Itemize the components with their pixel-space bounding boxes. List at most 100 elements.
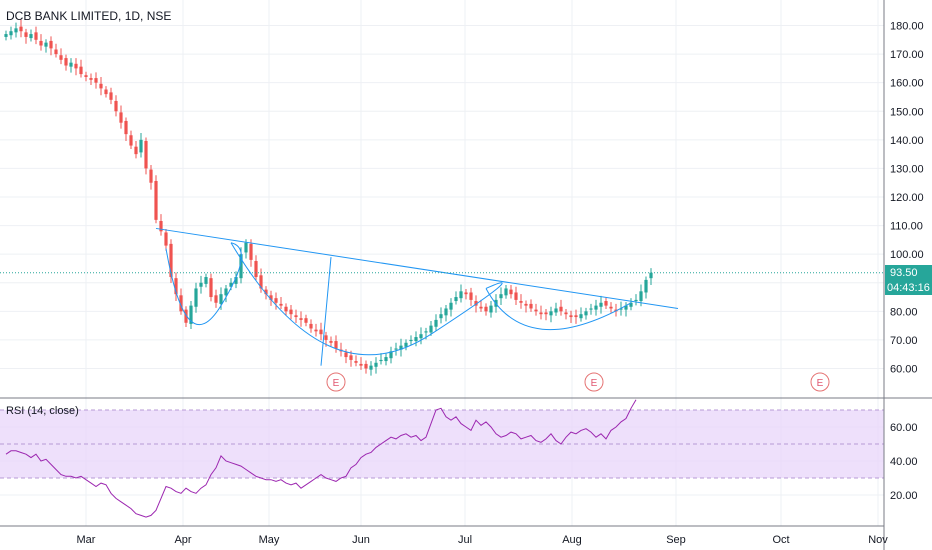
candle bbox=[234, 271, 238, 289]
candle bbox=[609, 302, 613, 313]
candle bbox=[629, 298, 633, 311]
candle bbox=[34, 26, 38, 45]
candle bbox=[579, 307, 583, 322]
earnings-marker[interactable]: E bbox=[584, 372, 604, 392]
candle bbox=[64, 54, 68, 71]
candle bbox=[634, 294, 638, 306]
candle bbox=[544, 309, 548, 321]
candle bbox=[409, 335, 413, 346]
candle bbox=[59, 48, 63, 65]
candle bbox=[119, 105, 123, 129]
candle bbox=[534, 303, 538, 316]
price-tag-value: 93.50 bbox=[890, 267, 918, 279]
candle bbox=[454, 291, 458, 305]
candle bbox=[279, 297, 283, 310]
candle bbox=[199, 275, 203, 294]
candle bbox=[369, 361, 373, 376]
price-axis[interactable]: 60.0070.0080.0090.00100.00110.00120.0013… bbox=[890, 21, 924, 376]
candle bbox=[364, 360, 368, 374]
candle bbox=[144, 137, 148, 175]
price-tick-label: 70.00 bbox=[890, 335, 918, 347]
price-tick-label: 130.00 bbox=[890, 163, 924, 175]
candle bbox=[274, 292, 278, 310]
trendlines bbox=[155, 227, 679, 366]
candle bbox=[484, 303, 488, 316]
candle bbox=[194, 282, 198, 313]
candle bbox=[129, 130, 133, 149]
price-tag: 93.50 04:43:16 bbox=[885, 265, 932, 295]
candle bbox=[379, 353, 383, 365]
candle bbox=[649, 268, 653, 286]
candle bbox=[69, 58, 73, 73]
candle bbox=[99, 76, 103, 96]
candle bbox=[599, 295, 603, 314]
price-countdown: 04:43:16 bbox=[887, 282, 930, 294]
candle bbox=[309, 319, 313, 333]
price-tick-label: 170.00 bbox=[890, 49, 924, 61]
time-tick-label: Sep bbox=[666, 534, 686, 546]
earnings-marker[interactable]: E bbox=[326, 372, 346, 392]
candle bbox=[79, 59, 83, 78]
price-tick-label: 60.00 bbox=[890, 364, 918, 376]
candle bbox=[359, 357, 363, 370]
earnings-label: E bbox=[333, 378, 340, 389]
candle bbox=[404, 339, 408, 351]
candle bbox=[154, 175, 158, 224]
time-tick-label: Mar bbox=[77, 534, 96, 546]
candle bbox=[394, 342, 398, 356]
candle bbox=[319, 322, 323, 341]
candle bbox=[569, 310, 573, 324]
candle bbox=[559, 299, 563, 316]
candle bbox=[589, 303, 593, 315]
time-tick-label: Aug bbox=[562, 534, 582, 546]
rsi-tick-label: 20.00 bbox=[890, 490, 918, 502]
time-tick-label: May bbox=[259, 534, 280, 546]
candle bbox=[479, 299, 483, 312]
candle bbox=[109, 87, 113, 105]
candle bbox=[314, 323, 318, 337]
candle bbox=[124, 117, 128, 141]
earnings-marker[interactable]: E bbox=[810, 372, 830, 392]
price-tick-label: 140.00 bbox=[890, 135, 924, 147]
time-axis[interactable]: Mar Apr May Jun Jul Aug Sep Oct Nov bbox=[77, 534, 889, 546]
earnings-label: E bbox=[817, 378, 824, 389]
candle bbox=[294, 309, 298, 324]
right-shoulder-curve bbox=[485, 288, 632, 331]
candle bbox=[179, 288, 183, 315]
earnings-label: E bbox=[591, 378, 598, 389]
candle bbox=[509, 285, 513, 299]
candle bbox=[24, 28, 28, 44]
neckline bbox=[155, 227, 679, 309]
candle bbox=[644, 276, 648, 299]
time-tick-label: Apr bbox=[174, 534, 191, 546]
candle bbox=[604, 297, 608, 310]
candle bbox=[169, 239, 173, 284]
candle bbox=[214, 289, 218, 308]
candle bbox=[384, 353, 388, 366]
candle bbox=[204, 273, 208, 288]
rsi-axis[interactable]: 20.00 40.00 60.00 bbox=[890, 422, 918, 502]
candle bbox=[499, 287, 503, 306]
candle bbox=[29, 29, 33, 42]
candle bbox=[84, 71, 88, 82]
candle bbox=[529, 299, 533, 312]
candle bbox=[564, 309, 568, 320]
candles bbox=[4, 19, 653, 376]
price-tick-label: 80.00 bbox=[890, 306, 918, 318]
candle bbox=[44, 39, 48, 53]
candle bbox=[39, 34, 43, 51]
candle bbox=[224, 285, 228, 303]
candle bbox=[434, 314, 438, 332]
chart-title[interactable]: DCB BANK LIMITED, 1D, NSE bbox=[6, 9, 171, 23]
candle bbox=[329, 336, 333, 347]
candle bbox=[519, 294, 523, 309]
candle bbox=[514, 286, 518, 306]
candle bbox=[574, 309, 578, 324]
candle bbox=[419, 327, 423, 345]
price-tick-label: 120.00 bbox=[890, 192, 924, 204]
candle bbox=[209, 273, 213, 302]
candle bbox=[584, 307, 588, 320]
rsi-title[interactable]: RSI (14, close) bbox=[6, 405, 79, 417]
candle bbox=[414, 331, 418, 347]
